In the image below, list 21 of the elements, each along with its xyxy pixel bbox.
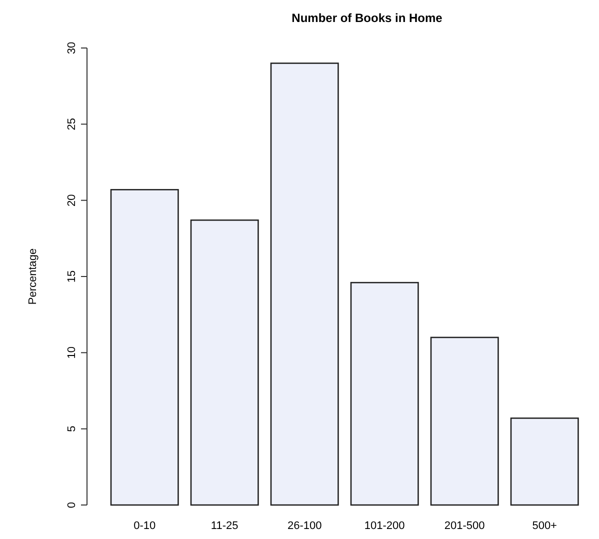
x-tick-label: 201-500	[444, 520, 485, 532]
x-tick-label: 101-200	[364, 520, 405, 532]
bar	[190, 219, 259, 506]
chart-title: Number of Books in Home	[292, 11, 443, 25]
bar	[350, 282, 419, 506]
bar	[270, 62, 339, 506]
y-tick-label: 0	[66, 502, 78, 508]
y-tick-label: 5	[66, 426, 78, 432]
x-tick-label: 26-100	[287, 520, 322, 532]
y-tick-label: 15	[66, 270, 78, 283]
y-tick-label: 25	[66, 118, 78, 130]
x-tick-label: 500+	[532, 520, 557, 532]
bar	[510, 418, 579, 506]
y-tick-label: 20	[66, 194, 78, 206]
y-axis-title: Percentage	[27, 248, 39, 305]
x-tick-label: 0-10	[134, 520, 156, 532]
bar	[110, 189, 179, 506]
y-tick-label: 10	[66, 346, 78, 359]
x-tick-label: 11-25	[210, 520, 238, 532]
y-tick-label: 30	[66, 42, 78, 54]
bar	[430, 336, 499, 506]
